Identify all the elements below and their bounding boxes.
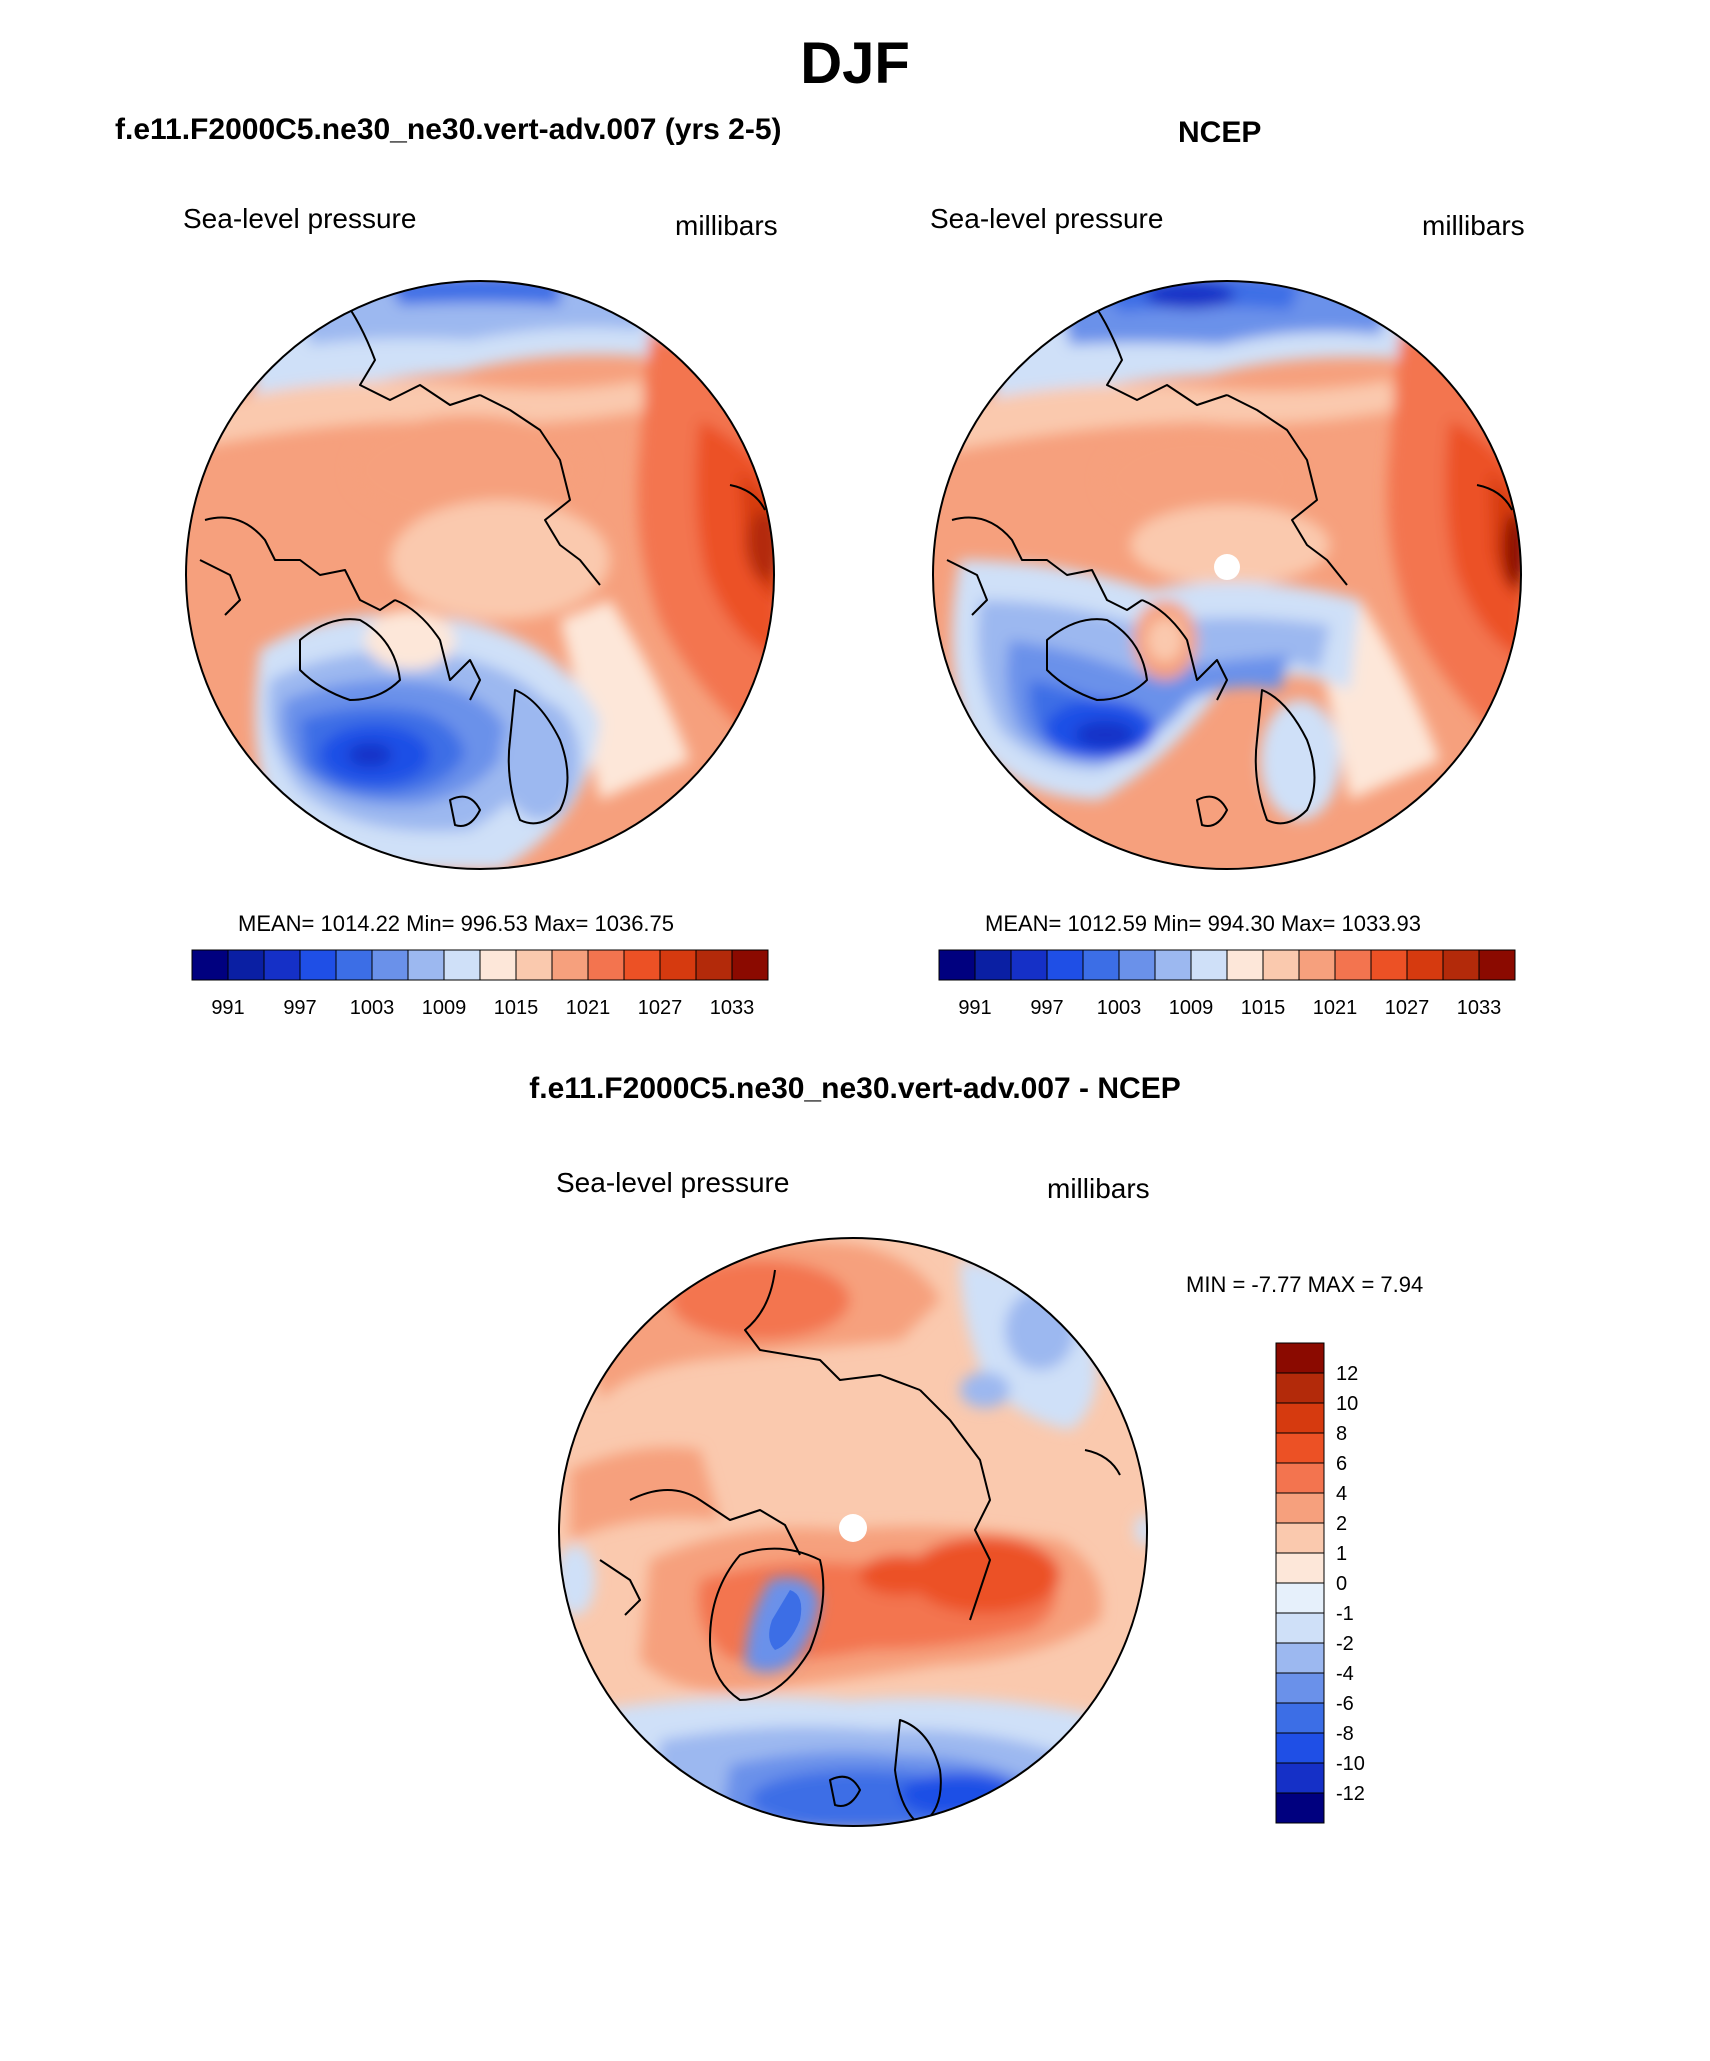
colorbar-diff-swatch	[1275, 1642, 1325, 1674]
colorbar-diff-swatch	[1275, 1582, 1325, 1614]
colorbar-obs-tick-label: 1009	[1169, 997, 1214, 1019]
stats-model: MEAN= 1014.22 Min= 996.53 Max= 1036.75	[238, 911, 675, 936]
stats-diff: MIN = -7.77 MAX = 7.94	[1186, 1272, 1424, 1297]
colorbar-diff-swatch	[1275, 1552, 1325, 1584]
map-obs	[932, 280, 1522, 870]
colorbar-model-swatch	[551, 949, 589, 981]
colorbar-model-tick-label: 997	[283, 997, 316, 1019]
left-label-obs: Sea-level pressure	[930, 203, 1164, 234]
colorbar-diff-tick-label: 8	[1336, 1423, 1347, 1445]
colorbar-model-swatch	[299, 949, 337, 981]
colorbar-obs-swatch	[1118, 949, 1156, 981]
colorbar-obs-swatch	[1082, 949, 1120, 981]
right-label-model: millibars	[675, 210, 778, 241]
colorbar-obs-tick-label: 1021	[1313, 997, 1358, 1019]
colorbar-obs-swatch	[1442, 949, 1480, 981]
stats-obs: MEAN= 1012.59 Min= 994.30 Max= 1033.93	[985, 911, 1422, 936]
colorbar-obs-swatch	[1190, 949, 1228, 981]
colorbar-diff-swatch	[1275, 1612, 1325, 1644]
colorbar-obs-tick-label: 1015	[1241, 997, 1286, 1019]
colorbar-diff-swatch	[1275, 1462, 1325, 1494]
colorbar-diff-tick-label: 4	[1336, 1483, 1347, 1505]
colorbar-diff-tick-label: 6	[1336, 1453, 1347, 1475]
colorbar-obs-swatch	[1370, 949, 1408, 981]
colorbar-model-swatch	[371, 949, 409, 981]
colorbar-diff-tick-label: 2	[1336, 1513, 1347, 1535]
colorbar-diff-tick-label: -2	[1336, 1633, 1354, 1655]
colorbar-obs-tick-label: 1003	[1097, 997, 1142, 1019]
colorbar-model-tick-label: 1015	[494, 997, 539, 1019]
colorbar-model-tick-label: 1003	[350, 997, 395, 1019]
colorbar-obs-swatch	[1010, 949, 1048, 981]
colorbar-diff-tick-label: 10	[1336, 1393, 1358, 1415]
colorbar-model-tick-label: 991	[211, 997, 244, 1019]
colorbar-obs-swatch	[938, 949, 976, 981]
colorbar-obs-tick-label: 1033	[1457, 997, 1502, 1019]
colorbar-model-swatch	[191, 949, 229, 981]
colorbar-model-swatch	[695, 949, 733, 981]
colorbar-model-swatch	[443, 949, 481, 981]
colorbar-diff-swatch	[1275, 1792, 1325, 1824]
map-model	[185, 280, 775, 870]
colorbar-model-swatch	[587, 949, 625, 981]
colorbar-model-tick-label: 1033	[710, 997, 755, 1019]
colorbar-diff-tick-label: 12	[1336, 1363, 1358, 1385]
colorbar-model-tick-label: 1027	[638, 997, 683, 1019]
colorbar-diff-swatch	[1275, 1342, 1325, 1374]
colorbar-diff-swatch	[1275, 1492, 1325, 1524]
colorbar-model-tick-label: 1021	[566, 997, 611, 1019]
colorbar-obs-swatch	[1046, 949, 1084, 981]
colorbar-diff-tick-label: -10	[1336, 1753, 1365, 1775]
left-label-diff: Sea-level pressure	[556, 1167, 790, 1198]
figure-title: DJF	[800, 31, 910, 96]
panel-title-diff: f.e11.F2000C5.ne30_ne30.vert-adv.007 - N…	[529, 1072, 1181, 1105]
map-diff	[558, 1237, 1148, 1827]
colorbar-model-swatch	[479, 949, 517, 981]
colorbar-model-tick-label: 1009	[422, 997, 467, 1019]
colorbar-diff-swatch	[1275, 1432, 1325, 1464]
colorbar-obs-swatch	[974, 949, 1012, 981]
colorbar-model-swatch	[335, 949, 373, 981]
colorbar-obs-swatch	[1262, 949, 1300, 981]
panel-title-obs: NCEP	[1178, 116, 1262, 149]
colorbar-model-swatch	[515, 949, 553, 981]
left-label-model: Sea-level pressure	[183, 203, 417, 234]
colorbar-model-swatch	[227, 949, 265, 981]
colorbar-diff-swatch	[1275, 1402, 1325, 1434]
colorbar-diff-tick-label: -1	[1336, 1603, 1354, 1625]
colorbar-diff-tick-label: 1	[1336, 1543, 1347, 1565]
colorbar-obs-tick-label: 991	[958, 997, 991, 1019]
colorbar-obs-swatch	[1478, 949, 1516, 981]
colorbar-obs-swatch	[1226, 949, 1264, 981]
colorbar-model: 991 997 1003 1009 1015 1021 1027 1033	[191, 949, 769, 1019]
colorbar-obs-swatch	[1298, 949, 1336, 981]
colorbar-obs-swatch	[1406, 949, 1444, 981]
colorbar-obs-tick-label: 997	[1030, 997, 1063, 1019]
colorbar-diff-swatch	[1275, 1762, 1325, 1794]
colorbar-model-swatch	[623, 949, 661, 981]
colorbar-diff-swatch	[1275, 1522, 1325, 1554]
colorbar-obs-tick-label: 1027	[1385, 997, 1430, 1019]
colorbar-model-swatch	[659, 949, 697, 981]
colorbar-model-swatch	[731, 949, 769, 981]
colorbar-obs: 991 997 1003 1009 1015 1021 1027 1033	[938, 949, 1516, 1019]
colorbar-obs-swatch	[1154, 949, 1192, 981]
colorbar-diff-swatch	[1275, 1702, 1325, 1734]
colorbar-diff-swatch	[1275, 1672, 1325, 1704]
colorbar-diff-tick-label: -8	[1336, 1723, 1354, 1745]
colorbar-diff-tick-label: -12	[1336, 1783, 1365, 1805]
colorbar-model-swatch	[407, 949, 445, 981]
colorbar-diff-tick-label: 0	[1336, 1573, 1347, 1595]
right-label-diff: millibars	[1047, 1173, 1150, 1204]
colorbar-diff-tick-label: -6	[1336, 1693, 1354, 1715]
colorbar-model-swatch	[263, 949, 301, 981]
right-label-obs: millibars	[1422, 210, 1525, 241]
colorbar-diff-swatch	[1275, 1732, 1325, 1764]
colorbar-obs-swatch	[1334, 949, 1372, 981]
panel-title-model: f.e11.F2000C5.ne30_ne30.vert-adv.007 (yr…	[115, 113, 782, 146]
colorbar-diff-tick-label: -4	[1336, 1663, 1354, 1685]
colorbar-diff-swatch	[1275, 1372, 1325, 1404]
